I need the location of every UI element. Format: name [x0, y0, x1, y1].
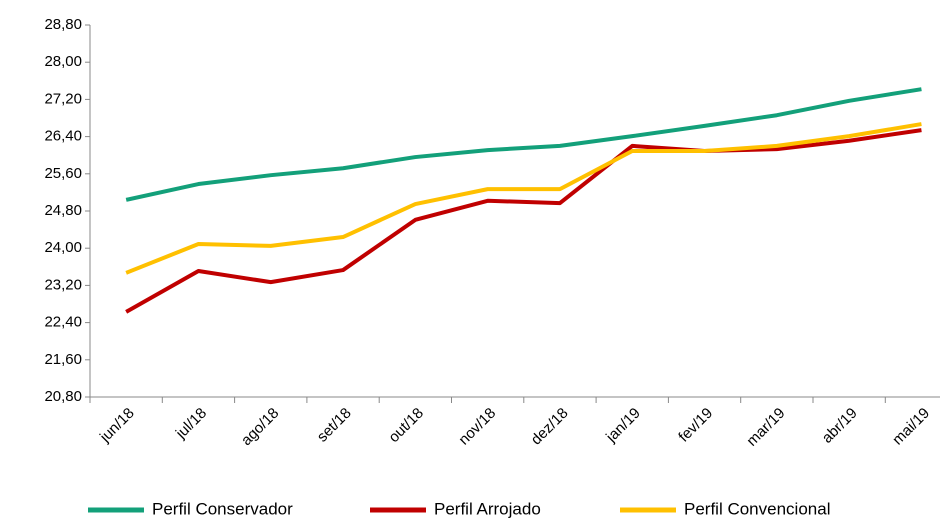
x-tick-label: fev/19 [675, 405, 716, 446]
y-tick-label: 28,00 [44, 53, 82, 70]
x-tick-label: nov/18 [455, 405, 499, 449]
y-tick-label: 27,20 [44, 90, 82, 107]
x-tick-label: mai/19 [889, 405, 933, 449]
x-tick-label: dez/18 [528, 405, 572, 449]
y-tick-label: 21,60 [44, 351, 82, 368]
x-tick-label: ago/18 [238, 405, 282, 449]
x-tick-label: jul/18 [172, 405, 210, 443]
y-tick-label: 20,80 [44, 388, 82, 405]
y-tick-label: 22,40 [44, 314, 82, 331]
x-tick-label: set/18 [314, 405, 355, 446]
y-tick-label: 24,00 [44, 239, 82, 256]
y-tick-label: 25,60 [44, 165, 82, 182]
y-tick-label: 23,20 [44, 276, 82, 293]
y-tick-label: 28,80 [44, 16, 82, 33]
series-line [125, 128, 922, 314]
legend-label: Perfil Conservador [152, 499, 293, 518]
series-line [125, 87, 922, 202]
x-tick-label: abr/19 [819, 405, 861, 447]
legend-label: Perfil Arrojado [434, 499, 541, 518]
x-tick-label: jun/18 [96, 405, 138, 447]
x-tick-label: mar/19 [743, 405, 788, 450]
x-tick-label: out/18 [385, 405, 427, 447]
y-tick-label: 24,80 [44, 202, 82, 219]
legend-label: Perfil Convencional [684, 499, 830, 518]
x-tick-label: jan/19 [602, 405, 644, 447]
y-tick-label: 26,40 [44, 128, 82, 145]
series-line [125, 122, 922, 275]
